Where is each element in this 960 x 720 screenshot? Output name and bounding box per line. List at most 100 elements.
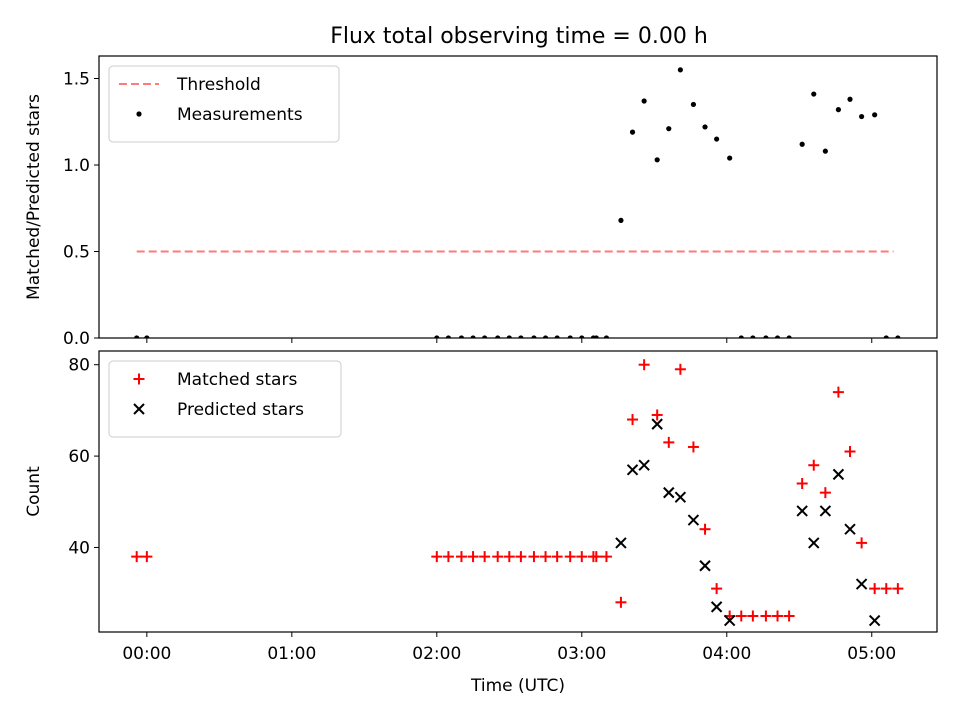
data-point bbox=[727, 155, 733, 161]
data-point bbox=[666, 126, 672, 132]
data-point bbox=[615, 596, 627, 608]
data-point bbox=[503, 551, 515, 563]
data-point bbox=[515, 551, 527, 563]
legend-marker bbox=[133, 373, 145, 385]
data-point bbox=[654, 157, 660, 163]
axes-frame bbox=[98, 55, 938, 339]
data-point bbox=[458, 335, 465, 338]
x-axis-label: Time (UTC) bbox=[470, 676, 565, 696]
data-point bbox=[832, 468, 845, 481]
data-point bbox=[774, 335, 781, 338]
data-point bbox=[479, 551, 491, 563]
legend-label: Threshold bbox=[176, 75, 261, 95]
data-point bbox=[542, 335, 549, 338]
y-tick-label: 60 bbox=[68, 447, 90, 467]
data-point bbox=[518, 335, 524, 338]
data-point bbox=[638, 459, 650, 471]
x-tick-label: 04:00 bbox=[702, 644, 751, 664]
legend-label: Predicted stars bbox=[177, 400, 304, 420]
legend-marker bbox=[133, 403, 145, 415]
data-point bbox=[470, 335, 476, 338]
x-tick-label: 00:00 bbox=[122, 644, 171, 664]
data-point bbox=[134, 335, 140, 338]
data-point bbox=[492, 551, 504, 563]
data-point bbox=[431, 551, 443, 563]
data-point bbox=[651, 418, 663, 430]
y-axis-label: Count bbox=[24, 466, 44, 517]
y-tick-label: 0.0 bbox=[63, 329, 90, 349]
data-point bbox=[540, 551, 552, 563]
data-point bbox=[847, 96, 853, 102]
data-point bbox=[799, 141, 805, 147]
series-measurements bbox=[134, 67, 901, 338]
data-point bbox=[663, 486, 675, 499]
y-axis-label: Matched/Predicted stars bbox=[24, 94, 44, 300]
data-point bbox=[711, 583, 723, 595]
data-point bbox=[677, 67, 683, 73]
data-point bbox=[600, 551, 612, 563]
x-tick-label: 05:00 bbox=[847, 644, 896, 664]
data-point bbox=[593, 335, 599, 338]
data-point bbox=[855, 578, 868, 590]
data-point bbox=[760, 610, 772, 622]
data-point bbox=[699, 560, 711, 572]
data-point bbox=[434, 335, 440, 338]
data-point bbox=[868, 614, 881, 627]
data-point bbox=[687, 441, 699, 453]
data-point bbox=[626, 464, 639, 476]
data-point bbox=[144, 335, 150, 338]
data-point bbox=[531, 335, 537, 338]
y-tick-label: 1.5 bbox=[63, 69, 90, 89]
data-point bbox=[856, 537, 868, 549]
legend-marker bbox=[136, 111, 142, 117]
data-point bbox=[590, 551, 602, 563]
data-point bbox=[844, 446, 856, 458]
axes-frame bbox=[98, 350, 938, 633]
data-point bbox=[822, 148, 828, 154]
data-point bbox=[131, 551, 143, 563]
data-point bbox=[892, 583, 904, 595]
data-point bbox=[567, 335, 573, 338]
data-point bbox=[455, 551, 467, 563]
legend: Matched stars Predicted stars bbox=[108, 360, 342, 438]
data-point bbox=[627, 414, 639, 426]
data-point bbox=[844, 523, 856, 535]
data-point bbox=[141, 551, 153, 563]
data-point bbox=[714, 136, 720, 142]
y-tick-label: 0.5 bbox=[63, 242, 90, 262]
data-point bbox=[618, 217, 624, 223]
data-point bbox=[786, 335, 792, 338]
data-point bbox=[603, 335, 610, 338]
top-subplot: 0.0 0.5 1.0 1.5 Matched/Predicted stars Thres… bbox=[24, 55, 938, 349]
series-predicted-stars bbox=[615, 418, 881, 627]
data-point bbox=[641, 98, 647, 104]
data-point bbox=[835, 107, 842, 113]
chart-title: Flux total observing time = 0.00 h bbox=[330, 24, 708, 49]
x-tick-label: 01:00 bbox=[267, 644, 316, 664]
data-point bbox=[796, 478, 808, 490]
data-point bbox=[750, 335, 756, 338]
data-point bbox=[723, 614, 736, 627]
data-point bbox=[442, 551, 454, 563]
data-point bbox=[687, 514, 700, 526]
data-point bbox=[690, 101, 697, 108]
data-point bbox=[554, 335, 560, 338]
data-point bbox=[710, 601, 723, 613]
data-point bbox=[551, 551, 563, 563]
data-point bbox=[819, 487, 831, 499]
y-tick-label: 40 bbox=[68, 538, 90, 558]
data-point bbox=[482, 335, 488, 338]
data-point bbox=[663, 436, 675, 448]
data-point bbox=[699, 523, 711, 535]
data-point bbox=[674, 491, 687, 503]
data-point bbox=[808, 459, 820, 471]
data-point bbox=[467, 551, 479, 563]
data-point bbox=[819, 505, 832, 517]
legend-box bbox=[108, 65, 340, 143]
plot-area bbox=[134, 67, 901, 338]
y-tick-label: 1.0 bbox=[63, 156, 90, 176]
data-point bbox=[895, 335, 901, 338]
data-point bbox=[579, 335, 585, 338]
data-point bbox=[783, 610, 795, 622]
